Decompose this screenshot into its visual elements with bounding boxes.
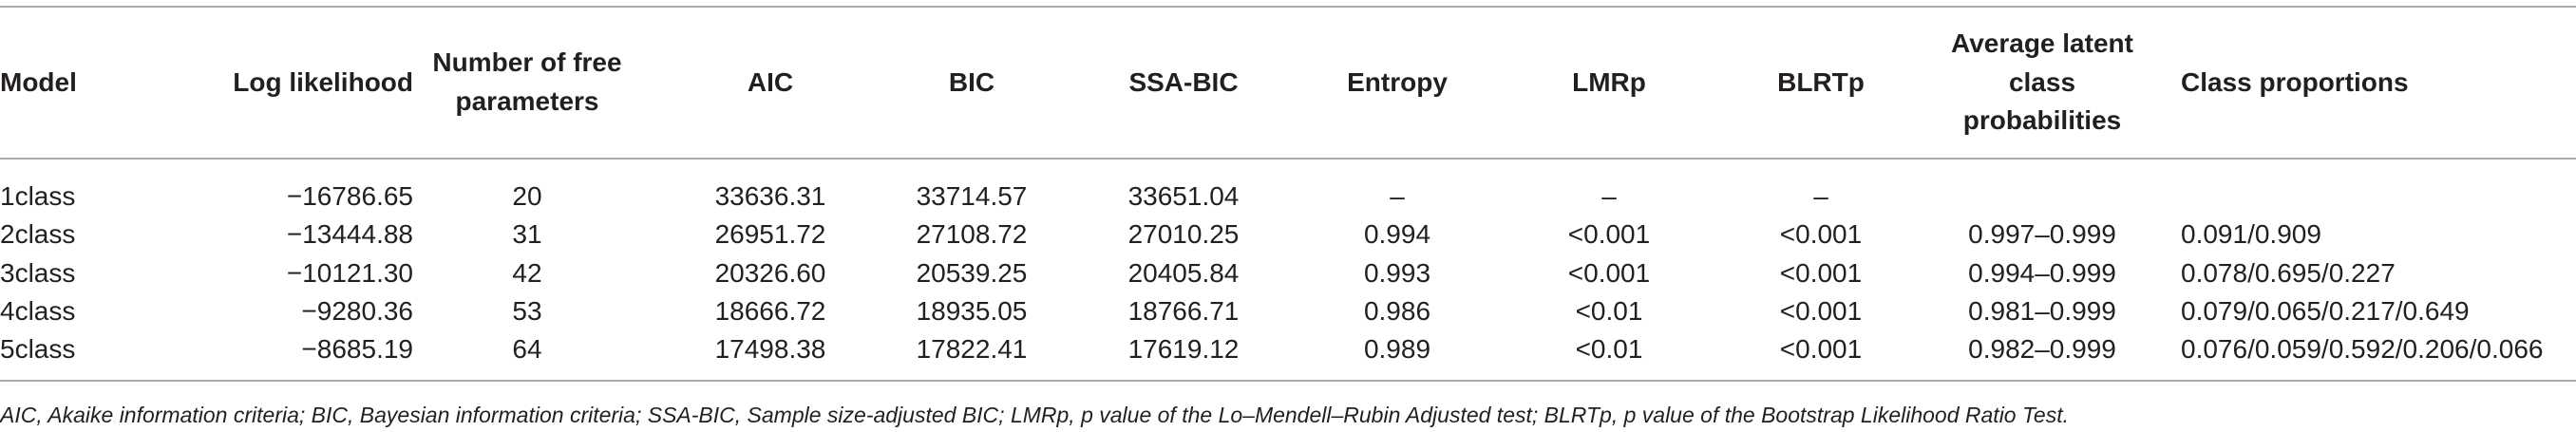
column-header: BLRTp — [1777, 66, 1865, 97]
table-cell: 20 — [512, 180, 542, 211]
table-cell: 17498.38 — [714, 333, 826, 364]
header-rule — [0, 158, 2576, 160]
table-cell: 17822.41 — [916, 333, 1028, 364]
top-rule — [0, 6, 2576, 8]
table-cell: 0.982–0.999 — [1968, 333, 2116, 364]
table-cell: 27010.25 — [1127, 218, 1240, 249]
table-cell: 4class — [0, 295, 76, 326]
table-cell: <0.001 — [1779, 257, 1863, 288]
table-cell: 0.981–0.999 — [1968, 295, 2116, 326]
bottom-rule — [0, 380, 2576, 382]
table-cell: 0.986 — [1363, 295, 1431, 326]
table-cell: 31 — [512, 218, 542, 249]
column-header: Average latent class probabilities — [1951, 28, 2133, 136]
table-cell: 33651.04 — [1127, 180, 1240, 211]
table-cell: 33714.57 — [916, 180, 1028, 211]
column-header: Entropy — [1347, 66, 1448, 97]
table-cell: <0.001 — [1779, 333, 1863, 364]
table-cell: −10121.30 — [286, 257, 413, 288]
column-header: Class proportions — [2181, 66, 2409, 97]
table-cell: <0.01 — [1575, 333, 1643, 364]
table-cell: 0.994 — [1363, 218, 1431, 249]
table-cell: <0.001 — [1779, 295, 1863, 326]
column-header: LMRp — [1572, 66, 1646, 97]
table-cell: −9280.36 — [301, 295, 413, 326]
table-cell: 1class — [0, 180, 76, 211]
table-cell: −16786.65 — [286, 180, 413, 211]
column-header: SSA-BIC — [1128, 66, 1239, 97]
table-cell: 64 — [512, 333, 542, 364]
table-cell: 0.997–0.999 — [1968, 218, 2116, 249]
table-cell: 33636.31 — [714, 180, 826, 211]
table-cell: 53 — [512, 295, 542, 326]
column-header: Log likelihood — [233, 66, 413, 97]
table-cell: – — [1601, 180, 1617, 211]
table-cell: 27108.72 — [916, 218, 1028, 249]
table-cell: 0.078/0.695/0.227 — [2181, 257, 2396, 288]
table-cell: 20326.60 — [714, 257, 826, 288]
table-cell: 3class — [0, 257, 76, 288]
table-cell: <0.001 — [1779, 218, 1863, 249]
table-cell: −13444.88 — [286, 218, 413, 249]
table-cell: 17619.12 — [1127, 333, 1240, 364]
table-cell: – — [1813, 180, 1828, 211]
table-cell: 0.994–0.999 — [1968, 257, 2116, 288]
table-cell: 0.989 — [1363, 333, 1431, 364]
table-cell: 0.079/0.065/0.217/0.649 — [2181, 295, 2470, 326]
table-cell: 0.993 — [1363, 257, 1431, 288]
table-cell: 0.076/0.059/0.592/0.206/0.066 — [2181, 333, 2544, 364]
table-cell: 20405.84 — [1127, 257, 1240, 288]
table-cell: 20539.25 — [916, 257, 1028, 288]
table-cell: −8685.19 — [301, 333, 413, 364]
column-header: Model — [0, 66, 77, 97]
table-cell: 2class — [0, 218, 76, 249]
table-cell: 18666.72 — [714, 295, 826, 326]
table-cell: 18935.05 — [916, 295, 1028, 326]
column-header: AIC — [747, 66, 794, 97]
table-cell: <0.001 — [1567, 218, 1651, 249]
table-cell: <0.001 — [1567, 257, 1651, 288]
table-cell: 0.091/0.909 — [2181, 218, 2321, 249]
column-header: BIC — [948, 66, 995, 97]
table-cell: – — [1390, 180, 1405, 211]
footnote: AIC, Akaike information criteria; BIC, B… — [0, 403, 2069, 427]
table-cell: 42 — [512, 257, 542, 288]
table-cell: 26951.72 — [714, 218, 826, 249]
table-cell: 5class — [0, 333, 76, 364]
column-header: Number of free parameters — [432, 47, 622, 116]
table-cell: <0.01 — [1575, 295, 1643, 326]
table-cell: 18766.71 — [1127, 295, 1240, 326]
